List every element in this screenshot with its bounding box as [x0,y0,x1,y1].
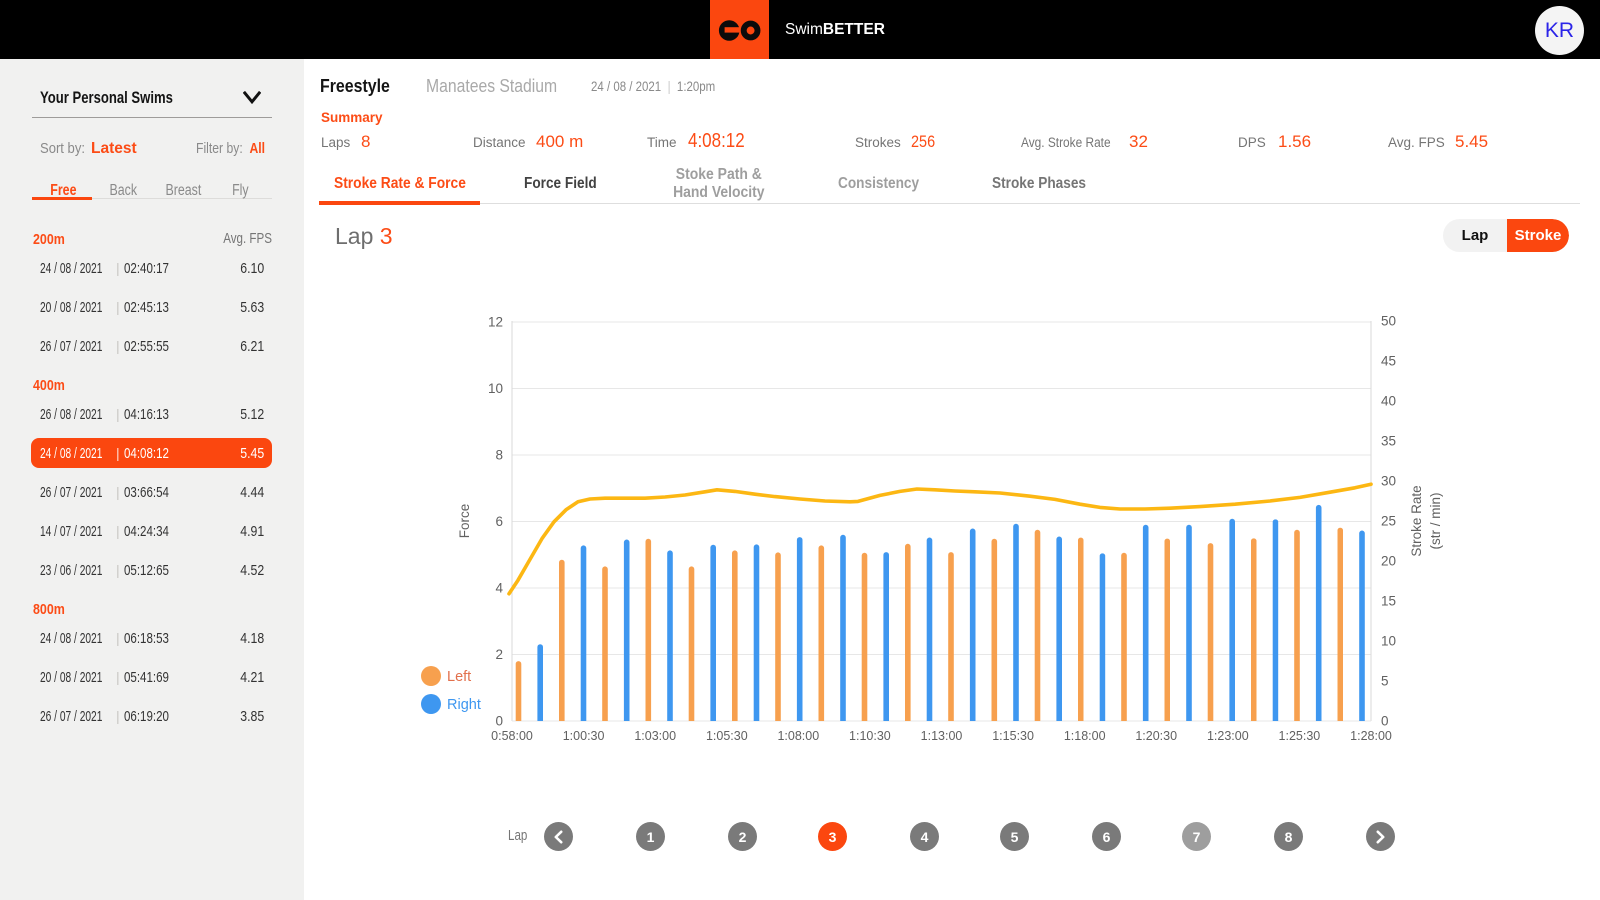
svg-text:1:00:30: 1:00:30 [563,729,605,743]
svg-text:1:28:00: 1:28:00 [1350,729,1392,743]
svg-text:Left: Left [447,669,471,685]
svg-text:1:10:30: 1:10:30 [849,729,891,743]
svg-text:35: 35 [1381,434,1396,449]
svg-text:4: 4 [495,581,503,596]
svg-text:1:05:30: 1:05:30 [706,729,748,743]
svg-text:1:08:00: 1:08:00 [777,729,819,743]
svg-text:(str / min): (str / min) [1428,493,1443,550]
svg-text:1:03:00: 1:03:00 [634,729,676,743]
svg-text:12: 12 [488,315,503,330]
svg-text:45: 45 [1381,354,1396,369]
svg-text:1:13:00: 1:13:00 [921,729,963,743]
svg-text:30: 30 [1381,474,1396,489]
svg-text:40: 40 [1381,394,1396,409]
svg-text:8: 8 [495,448,503,463]
svg-text:1:23:00: 1:23:00 [1207,729,1249,743]
svg-text:10: 10 [1381,634,1396,649]
svg-text:Right: Right [447,697,481,713]
svg-text:10: 10 [488,381,503,396]
svg-text:25: 25 [1381,514,1396,529]
svg-text:6: 6 [495,514,503,529]
svg-text:1:20:30: 1:20:30 [1135,729,1177,743]
svg-text:Stroke Rate: Stroke Rate [1409,485,1424,556]
svg-text:1:15:30: 1:15:30 [992,729,1034,743]
svg-text:0: 0 [495,714,503,729]
svg-text:5: 5 [1381,674,1389,689]
svg-text:1:25:30: 1:25:30 [1279,729,1321,743]
svg-text:0:58:00: 0:58:00 [491,729,533,743]
svg-text:Force: Force [457,504,472,539]
svg-text:15: 15 [1381,594,1396,609]
svg-text:1:18:00: 1:18:00 [1064,729,1106,743]
svg-text:2: 2 [495,647,503,662]
svg-text:20: 20 [1381,554,1396,569]
svg-text:0: 0 [1381,714,1389,729]
svg-text:50: 50 [1381,314,1396,329]
